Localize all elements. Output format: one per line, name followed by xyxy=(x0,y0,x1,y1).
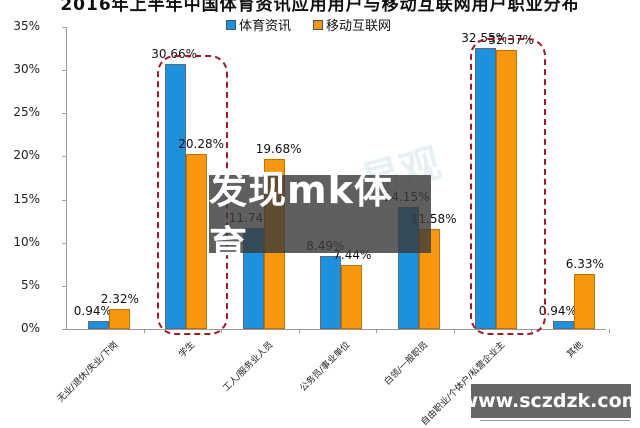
y-tick xyxy=(62,27,66,28)
bar-sports xyxy=(320,255,342,329)
legend-swatch-blue-icon xyxy=(226,19,236,30)
value-label: 2.32% xyxy=(100,291,139,306)
value-label: 20.28% xyxy=(178,137,225,151)
chart-legend: 体育资讯 移动互联网 xyxy=(226,15,391,34)
highlight-box-self-employed xyxy=(470,38,546,335)
legend-label: 移动互联网 xyxy=(326,19,392,34)
x-tick xyxy=(376,329,377,333)
x-tick xyxy=(221,329,222,333)
y-tick-label: 25% xyxy=(13,105,40,120)
url-banner: www.sczdzk.com xyxy=(461,384,640,418)
legend-swatch-orange-icon xyxy=(313,19,324,30)
y-tick xyxy=(62,242,66,244)
x-category-label: 公务员/事业单位 xyxy=(298,340,353,394)
value-label: 6.33% xyxy=(565,257,604,272)
bar-mobile xyxy=(341,264,363,329)
divider xyxy=(480,420,630,421)
y-tick xyxy=(62,329,66,330)
value-label: 0.94% xyxy=(538,303,577,318)
value-label: 0.94% xyxy=(73,303,112,318)
legend-label: 体育资讯 xyxy=(239,19,292,34)
x-tick xyxy=(453,329,455,333)
chart-title: 2016年上半年中国体育资讯应用用户与移动互联网用户职业分布 xyxy=(60,0,580,15)
bar-mobile xyxy=(108,308,130,329)
y-tick-label: 30% xyxy=(13,62,40,77)
x-tick xyxy=(298,329,300,333)
x-axis xyxy=(66,329,606,330)
bar-sports xyxy=(552,320,574,329)
y-tick-label: 0% xyxy=(20,321,40,335)
value-label: 30.66% xyxy=(151,47,198,62)
value-label: 19.68% xyxy=(255,142,302,157)
y-tick xyxy=(62,113,66,115)
y-tick-label: 35% xyxy=(13,19,40,33)
y-axis xyxy=(66,27,67,329)
bar-mobile xyxy=(186,154,208,329)
x-category-label: 白领/一般职员 xyxy=(382,340,430,388)
x-tick xyxy=(608,329,610,333)
bar-mobile xyxy=(573,274,595,329)
y-tick xyxy=(62,285,66,287)
x-category-label: 工人/服务业人员 xyxy=(221,340,275,394)
x-category-label: 学生 xyxy=(177,340,198,360)
y-tick-label: 20% xyxy=(13,148,40,163)
bar-sports xyxy=(165,64,187,329)
bar-sports xyxy=(87,320,109,329)
bar-mobile xyxy=(496,49,518,329)
x-tick xyxy=(143,329,145,333)
y-tick xyxy=(62,156,66,158)
watermark-banner: 发现mk体育 xyxy=(209,168,431,267)
x-category-label: 无业/退休/失业/下岗 xyxy=(55,340,120,405)
y-tick-label: 5% xyxy=(20,277,40,292)
legend-item-mobile: 移动互联网 xyxy=(313,15,391,34)
y-tick xyxy=(62,70,66,72)
legend-item-sports: 体育资讯 xyxy=(226,15,291,34)
y-tick xyxy=(62,199,66,201)
y-tick-label: 15% xyxy=(13,191,40,206)
y-tick-label: 10% xyxy=(13,234,40,249)
x-category-label: 其他 xyxy=(565,340,585,360)
